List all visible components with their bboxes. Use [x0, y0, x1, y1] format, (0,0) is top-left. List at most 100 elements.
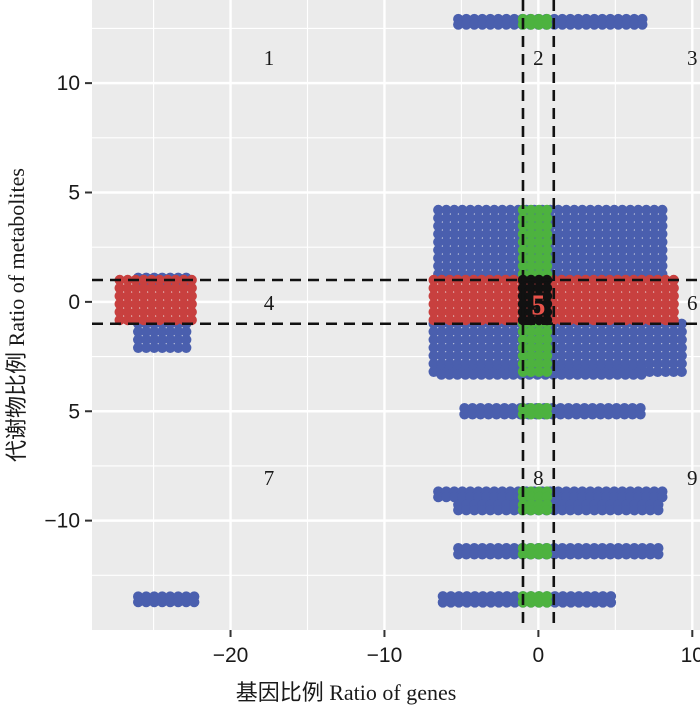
data-point: [668, 306, 679, 318]
data-point: [500, 334, 511, 345]
data-point: [525, 342, 537, 353]
data-point: [476, 306, 487, 318]
data-point: [572, 350, 583, 361]
data-point: [676, 350, 687, 361]
data-point: [541, 409, 553, 420]
data-point: [444, 342, 455, 353]
data-point: [465, 204, 476, 216]
data-point: [481, 204, 492, 216]
data-point: [641, 212, 652, 224]
data-point: [628, 282, 639, 294]
data-point: [149, 596, 160, 608]
data-point: [449, 204, 460, 216]
data-point: [641, 236, 652, 248]
data-point: [569, 252, 580, 264]
data-point: [165, 334, 176, 345]
data-point: [612, 369, 623, 380]
data-point: [557, 597, 569, 608]
region-label-3: 3: [687, 46, 698, 70]
data-point: [660, 298, 671, 310]
data-point: [525, 220, 537, 232]
data-point: [465, 491, 476, 503]
data-point: [609, 252, 620, 264]
data-point: [492, 298, 503, 310]
data-point: [505, 491, 516, 503]
data-point: [449, 491, 460, 503]
data-point: [492, 350, 503, 361]
data-point: [138, 290, 149, 302]
data-point: [441, 260, 452, 272]
data-point: [525, 358, 537, 369]
data-point: [596, 350, 607, 361]
data-point: [501, 505, 512, 516]
data-point: [652, 298, 663, 310]
data-point: [541, 220, 553, 232]
data-point: [588, 334, 599, 345]
data-point: [609, 244, 620, 256]
data-point: [517, 549, 529, 560]
data-point: [146, 306, 157, 318]
data-point: [595, 409, 606, 420]
data-point: [154, 274, 165, 286]
data-point: [476, 282, 487, 294]
data-point: [186, 306, 197, 318]
data-point: [620, 369, 631, 380]
data-point: [436, 282, 447, 294]
data-point: [509, 597, 521, 608]
data-point: [613, 19, 624, 30]
data-point: [668, 358, 679, 369]
data-point: [149, 342, 160, 353]
data-point: [186, 282, 197, 294]
data-point: [633, 204, 644, 216]
data-point: [579, 409, 590, 420]
data-point: [433, 244, 444, 256]
data-point: [557, 19, 568, 30]
data-point: [633, 244, 644, 256]
data-point: [484, 342, 495, 353]
data-point: [596, 334, 607, 345]
region-label-8: 8: [533, 466, 544, 490]
data-point: [564, 369, 575, 380]
data-point: [500, 326, 511, 337]
data-point: [525, 326, 537, 337]
data-point: [577, 260, 588, 272]
data-point: [477, 549, 488, 560]
data-point: [604, 334, 615, 345]
data-point: [620, 298, 631, 310]
data-point: [154, 314, 165, 326]
data-point: [460, 298, 471, 310]
data-point: [436, 306, 447, 318]
data-point: [613, 505, 624, 516]
data-point: [625, 244, 636, 256]
data-point: [593, 204, 604, 216]
data-point: [553, 212, 564, 224]
data-point: [676, 342, 687, 353]
data-point: [577, 212, 588, 224]
data-point: [588, 298, 599, 310]
data-point: [141, 596, 152, 608]
data-point: [141, 334, 152, 345]
data-point: [533, 366, 545, 377]
data-point: [457, 236, 468, 248]
data-point: [644, 306, 655, 318]
data-point: [601, 220, 612, 232]
data-point: [620, 306, 631, 318]
data-point: [500, 290, 511, 302]
data-point: [493, 505, 504, 516]
data-point: [633, 212, 644, 224]
data-point: [505, 252, 516, 264]
data-point: [641, 244, 652, 256]
data-point: [508, 350, 519, 361]
data-point: [569, 212, 580, 224]
data-point: [593, 236, 604, 248]
data-point: [644, 342, 655, 353]
data-point: [572, 334, 583, 345]
data-point: [585, 260, 596, 272]
data-point: [620, 282, 631, 294]
data-point: [533, 342, 545, 353]
data-point: [452, 306, 463, 318]
data-point: [501, 597, 513, 608]
data-point: [497, 204, 508, 216]
data-point: [481, 244, 492, 256]
data-point: [604, 274, 615, 286]
